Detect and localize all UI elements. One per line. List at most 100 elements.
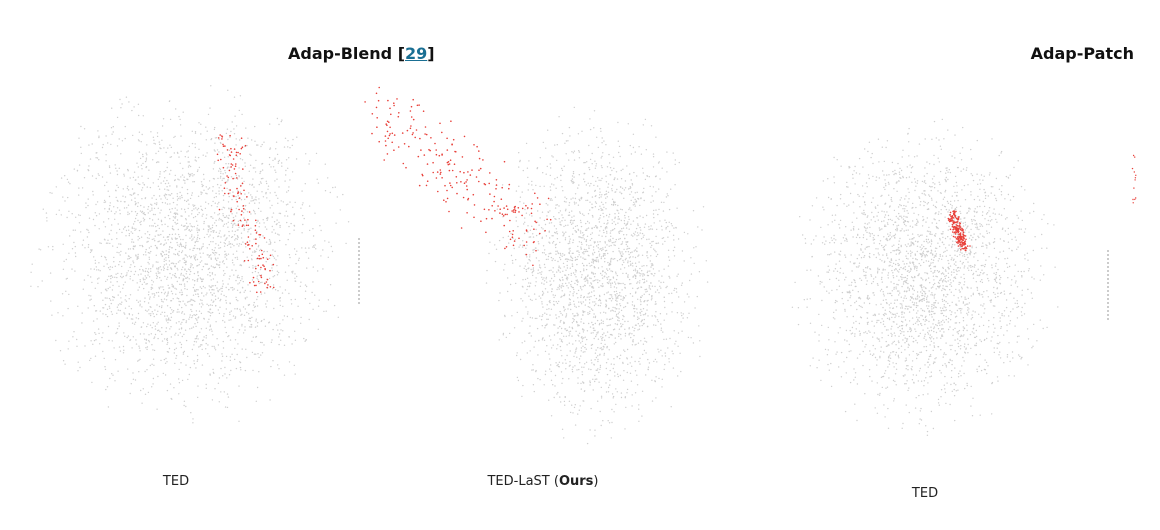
point: [547, 211, 550, 214]
point: [235, 269, 237, 272]
point: [128, 234, 130, 237]
point: [124, 299, 126, 301]
point: [226, 187, 228, 190]
point: [218, 247, 220, 249]
point: [926, 297, 928, 299]
point: [117, 304, 120, 306]
point: [92, 343, 94, 345]
point: [602, 285, 604, 287]
point: [146, 154, 148, 156]
point: [297, 305, 299, 307]
point: [588, 245, 590, 247]
point: [608, 349, 610, 351]
point: [74, 245, 77, 248]
point: [137, 194, 139, 196]
point: [496, 208, 498, 210]
point: [335, 222, 337, 224]
point: [653, 275, 655, 277]
point: [166, 189, 168, 191]
point: [880, 288, 883, 291]
point: [237, 220, 240, 222]
point: [548, 308, 550, 310]
point: [194, 244, 196, 247]
point: [55, 213, 58, 216]
point: [246, 144, 248, 147]
point: [168, 287, 171, 289]
point: [582, 314, 584, 316]
point: [650, 282, 652, 284]
point: [630, 179, 632, 181]
point: [628, 265, 630, 267]
point: [284, 289, 287, 291]
point: [169, 328, 171, 330]
point: [600, 157, 602, 159]
point: [532, 268, 534, 270]
point: [178, 378, 180, 380]
point: [95, 310, 97, 312]
point: [253, 186, 255, 188]
point: [586, 199, 589, 201]
point: [125, 96, 128, 98]
point: [189, 165, 192, 168]
point: [598, 286, 600, 288]
point: [129, 278, 131, 280]
point: [225, 296, 227, 298]
point: [598, 250, 600, 253]
point: [651, 295, 653, 297]
point: [279, 304, 281, 307]
point: [332, 186, 334, 189]
point: [115, 273, 117, 275]
point: [269, 243, 272, 245]
point: [259, 236, 261, 238]
point: [686, 293, 689, 295]
point: [577, 377, 579, 379]
point: [217, 203, 219, 205]
point: [176, 151, 179, 154]
point: [856, 242, 858, 245]
point: [611, 334, 613, 336]
point: [87, 244, 90, 246]
point: [588, 296, 590, 298]
point: [654, 272, 656, 275]
point: [162, 301, 164, 303]
point: [116, 207, 119, 209]
point: [614, 294, 616, 296]
point: [213, 128, 216, 131]
point: [963, 360, 965, 362]
point: [123, 207, 126, 209]
point: [618, 320, 620, 322]
point: [124, 137, 126, 140]
point: [165, 170, 167, 172]
point: [193, 236, 195, 238]
point: [177, 269, 179, 271]
point: [160, 233, 162, 236]
point: [230, 287, 232, 289]
point: [532, 251, 534, 254]
point: [184, 329, 187, 331]
point: [225, 355, 228, 358]
point: [159, 176, 161, 178]
point: [211, 304, 213, 307]
point: [184, 288, 186, 290]
point: [200, 306, 203, 308]
point: [574, 225, 577, 228]
point: [571, 326, 573, 329]
point: [200, 191, 202, 193]
point: [277, 271, 280, 274]
point: [634, 270, 637, 272]
point: [92, 218, 95, 221]
point: [915, 306, 918, 309]
point: [237, 343, 239, 345]
point: [663, 338, 665, 341]
point: [235, 296, 237, 299]
point: [607, 222, 609, 224]
point: [645, 149, 647, 151]
point: [121, 276, 123, 279]
point: [151, 327, 153, 329]
point: [595, 180, 597, 182]
point: [590, 277, 592, 280]
point: [171, 208, 173, 210]
point: [587, 213, 590, 215]
point: [231, 195, 234, 197]
point: [198, 346, 200, 348]
